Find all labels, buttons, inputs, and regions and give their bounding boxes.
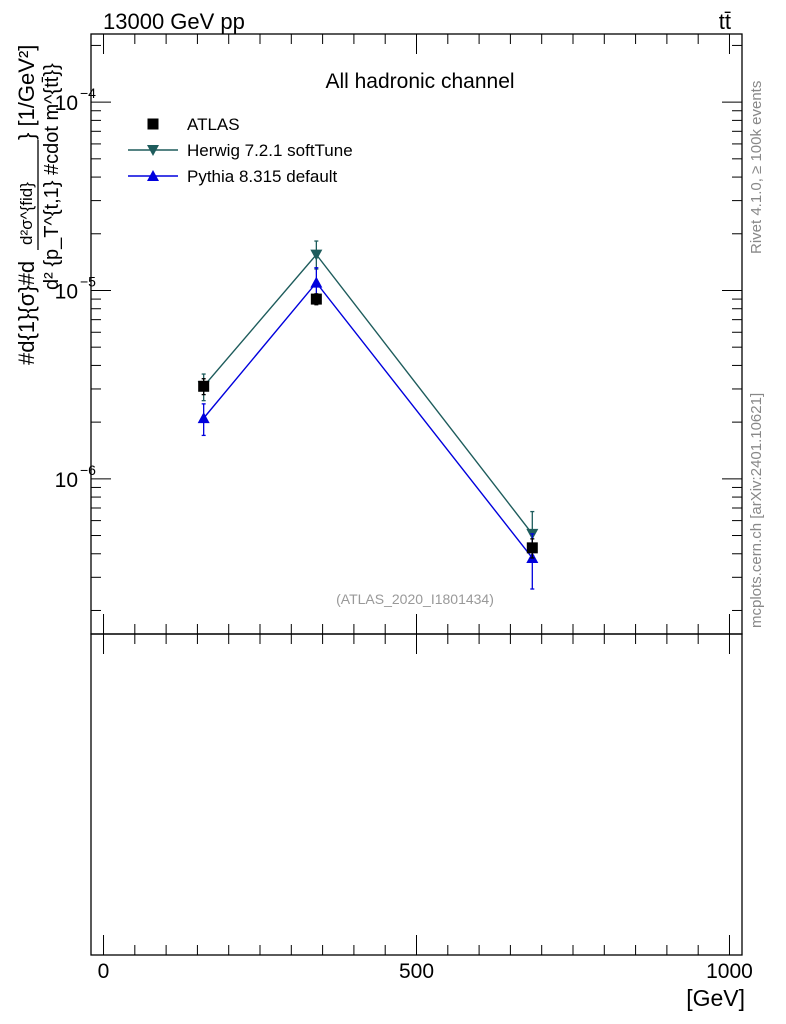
legend-marker [147,118,159,130]
y-tick-label: 10 −5 [55,273,97,303]
energy-label: 13000 GeV pp [103,9,245,34]
y-axis-label: #d{1}{σ}#d d²σ^{fid} d² {p_T^{t,1} #cdot… [14,45,63,365]
x-tick-label: 0 [98,960,110,983]
data-point [526,542,538,554]
y-tick-label: 10 −6 [55,462,97,492]
x-axis-label: [GeV] [686,985,745,1011]
series-line [203,281,533,559]
legend-marker [147,145,159,156]
mcplots-label: mcplots.cern.ch [arXiv:2401.10621] [748,393,765,628]
series-layer [197,240,539,590]
legend-label: ATLAS [187,115,240,134]
process-label: tt̄ [719,9,731,34]
legend-entry: Herwig 7.2.1 softTune [128,141,353,160]
y-label-frac: #d{1}{σ}#d [14,261,39,365]
y-label-denom: d² {p_T^{t,1} #cdot m^{tt̄}} [41,63,63,290]
data-point [198,380,210,392]
y-label-unit: } [1/GeV²] [14,45,39,140]
y-tick-label-base: 10 [55,469,78,492]
y-tick-label-exponent: −6 [80,462,96,478]
x-axis-tick-labels: 0 500 1000 [98,960,753,983]
y-tick-label-base: 10 [55,280,78,303]
legend-label: Pythia 8.315 default [187,167,338,186]
data-point [310,276,323,288]
data-point [197,412,210,424]
x-tick-label: 500 [399,960,434,983]
legend: ATLAS Herwig 7.2.1 softTune Pythia 8.315 d… [128,115,353,186]
legend-label: Herwig 7.2.1 softTune [187,141,353,160]
y-tick-label: 10 −4 [55,85,97,115]
legend-entry: ATLAS [147,115,240,134]
ratio-panel-frame [90,633,743,956]
data-point [310,249,323,261]
y-axis-ticks [91,44,742,611]
series-2 [197,267,539,590]
series-line [203,253,533,535]
rivet-version-label: Rivet 4.1.0, ≥ 100k events [748,81,765,254]
data-point [310,293,322,305]
x-axis-ticks [103,34,730,955]
legend-entry: Pythia 8.315 default [128,167,338,186]
y-axis-tick-labels: 10−610−510−4 [55,85,97,492]
analysis-watermark: (ATLAS_2020_I1801434) [336,591,494,607]
y-tick-label-exponent: −5 [80,273,96,289]
legend-marker [147,170,159,181]
y-label-numer: d²σ^{fid} [17,182,36,245]
y-tick-label-exponent: −4 [80,85,96,101]
series-1 [197,240,539,557]
series-0 [198,293,538,559]
y-tick-label-base: 10 [55,92,78,115]
x-tick-label: 1000 [706,960,753,983]
chart-title: All hadronic channel [325,70,514,93]
